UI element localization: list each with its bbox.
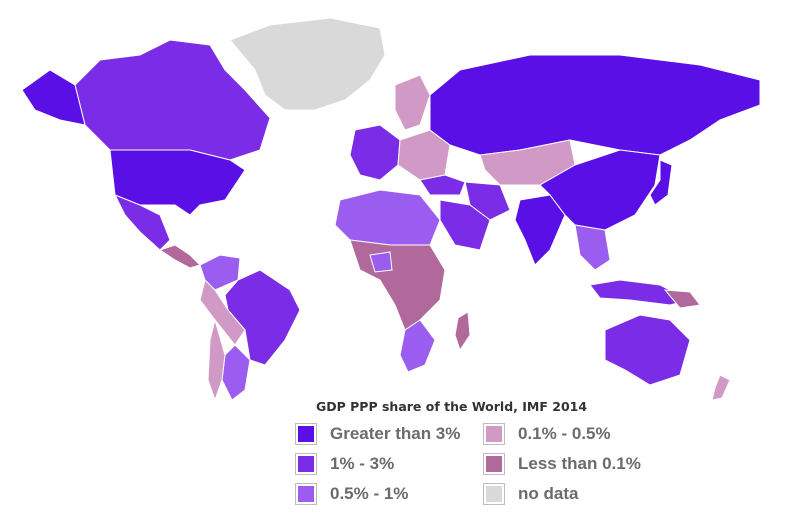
map-title: GDP PPP share of the World, IMF 2014	[316, 399, 588, 414]
region-southeast-asia	[574, 224, 611, 271]
region-greenland	[229, 17, 386, 111]
region-turkey	[419, 174, 466, 196]
region-new-zealand	[711, 374, 731, 400]
legend-item-0-1-0-5: 0.1% - 0.5%	[483, 421, 611, 447]
region-china	[539, 149, 661, 231]
legend-label: 1% - 3%	[330, 454, 395, 473]
region-australia	[604, 314, 691, 386]
legend-item-greater-than-3: Greater than 3%	[295, 421, 461, 447]
legend-swatch	[295, 423, 317, 445]
legend-swatch	[483, 453, 505, 475]
legend-item-1-3: 1% - 3%	[295, 451, 395, 477]
region-papua	[663, 289, 701, 309]
region-western-europe	[349, 124, 401, 181]
region-alaska	[21, 69, 86, 126]
region-chile	[207, 318, 226, 400]
region-iran	[464, 181, 511, 221]
region-north-africa	[334, 189, 441, 246]
region-central-africa	[349, 239, 446, 331]
region-south-africa	[399, 319, 436, 373]
region-mexico	[113, 194, 171, 251]
legend-swatch	[483, 423, 505, 445]
legend-label: Less than 0.1%	[518, 454, 641, 473]
region-nigeria	[369, 251, 393, 273]
region-brazil	[224, 269, 301, 366]
region-central-america	[158, 244, 201, 269]
legend-label: no data	[518, 484, 579, 503]
legend-item-no-data: no data	[483, 481, 579, 507]
region-scandinavia	[394, 74, 431, 131]
legend-label: Greater than 3%	[330, 424, 461, 443]
legend-swatch	[483, 483, 505, 505]
region-canada	[74, 39, 271, 161]
region-russia	[429, 54, 761, 156]
legend-label: 0.5% - 1%	[330, 484, 409, 503]
world-map	[21, 17, 761, 400]
legend-item-0-5-1: 0.5% - 1%	[295, 481, 409, 507]
region-peru	[199, 279, 246, 346]
legend-item-less-than-0-1: Less than 0.1%	[483, 451, 641, 477]
legend-label: 0.1% - 0.5%	[518, 424, 611, 443]
region-argentina	[221, 344, 251, 400]
region-japan	[649, 159, 673, 206]
region-madagascar	[454, 311, 471, 352]
legend-swatch	[295, 453, 317, 475]
legend-swatch	[295, 483, 317, 505]
